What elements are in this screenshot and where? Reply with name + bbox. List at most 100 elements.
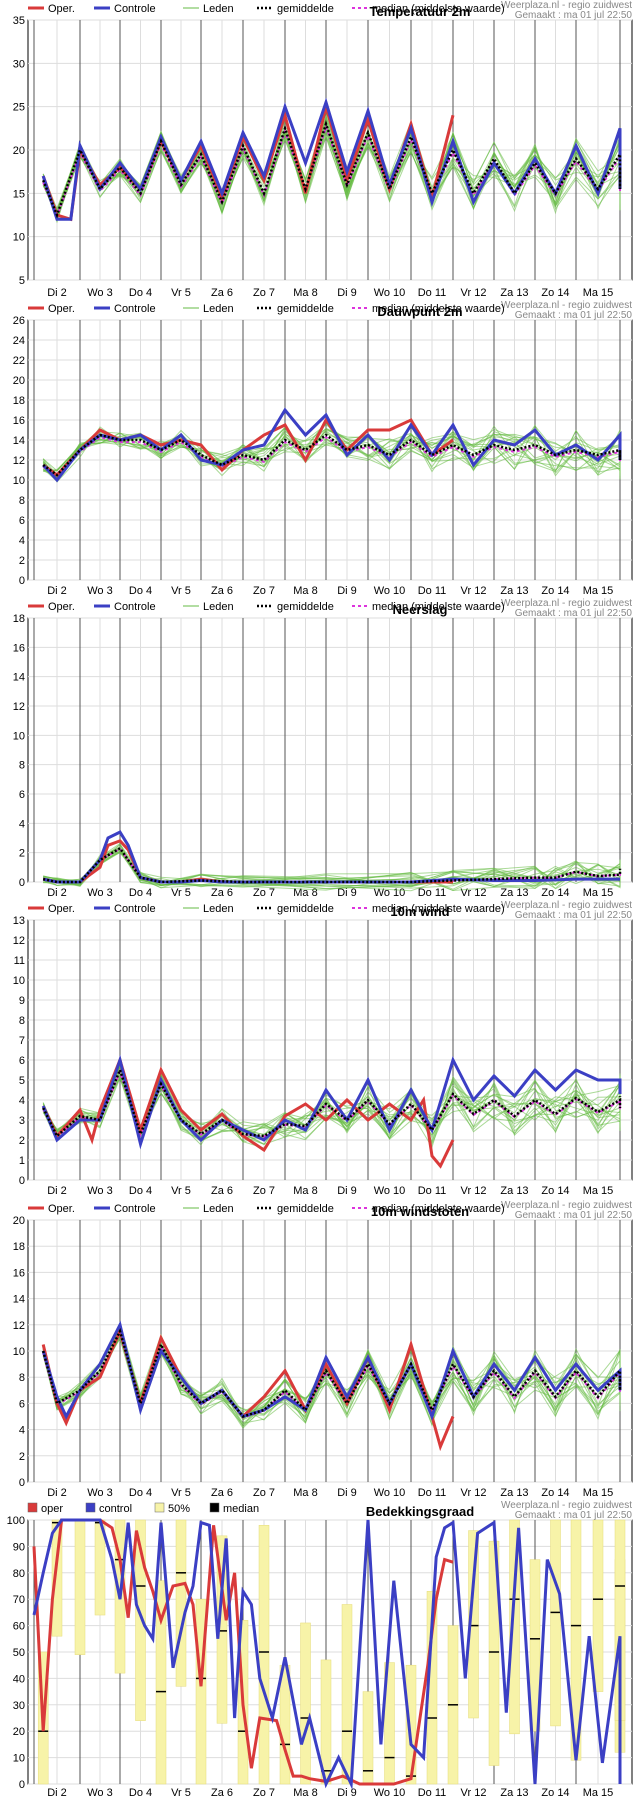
day-label: Zo 7 — [253, 287, 275, 299]
day-label: Za 6 — [211, 287, 233, 299]
legend-label-leden: Leden — [203, 303, 234, 315]
y-tick-label: 30 — [13, 1700, 25, 1712]
y-tick-label: 18 — [13, 395, 25, 407]
day-label: Di 2 — [47, 287, 67, 299]
source-label: Weerplaza.nl - regio zuidwest — [501, 900, 632, 911]
y-tick-label: 80 — [13, 1568, 25, 1580]
legend-swatch-oper — [27, 1502, 38, 1513]
y-tick-label: 8 — [19, 1015, 25, 1027]
p50-band — [592, 1519, 604, 1692]
legend-label-controle: Controle — [114, 601, 156, 613]
day-label: Do 11 — [418, 887, 447, 899]
day-label: Di 9 — [337, 887, 357, 899]
y-tick-label: 35 — [13, 15, 25, 27]
day-label: Di 2 — [47, 1487, 67, 1499]
day-label: Za 13 — [500, 1487, 528, 1499]
day-label: Za 13 — [500, 1185, 528, 1197]
p50-band — [155, 1580, 167, 1785]
day-label: Za 6 — [211, 1787, 233, 1799]
made-label: Gemaakt : ma 01 jul 22:50 — [515, 1510, 633, 1521]
chart-panel-5: 0 2 4 6 8 10 12 14 16 18 20 Di 2 Wo 3 Do 4 Vr 5 Za 6 Zo … — [13, 1200, 633, 1499]
series-line-gemiddelde — [42, 120, 622, 219]
p50-band — [405, 1664, 417, 1785]
y-tick-label: 8 — [19, 495, 25, 507]
y-tick-label: 20 — [13, 1215, 25, 1227]
y-tick-label: 100 — [7, 1515, 25, 1527]
p50-band — [135, 1519, 146, 1721]
chart-panel-6: 0 10 20 30 40 50 60 70 80 90 100 Di 2 Wo 3 Do 4 Vr 5 Za… — [7, 1500, 633, 1799]
day-label: Di 2 — [47, 1185, 67, 1197]
legend-label-control: control — [99, 1503, 132, 1515]
legend-label-controle: Controle — [114, 303, 156, 315]
day-label: Wo 3 — [87, 887, 112, 899]
legend-label-gemiddelde: gemiddelde — [277, 903, 334, 915]
day-label: Vr 5 — [171, 887, 191, 899]
day-label: Zo 14 — [541, 1185, 569, 1197]
y-tick-label: 30 — [13, 58, 25, 70]
y-tick-label: 4 — [19, 1425, 25, 1437]
day-label: Ma 8 — [293, 585, 317, 597]
y-tick-label: 5 — [19, 275, 25, 287]
day-label: Do 11 — [418, 1487, 447, 1499]
y-tick-label: 0 — [19, 1477, 25, 1489]
day-label: Di 2 — [47, 887, 67, 899]
day-label: Ma 15 — [583, 585, 614, 597]
legend-label-oper: Oper. — [48, 601, 75, 613]
day-label: Vr 12 — [461, 1787, 487, 1799]
day-label: Za 13 — [500, 887, 528, 899]
day-label: Vr 12 — [461, 287, 487, 299]
legend-label-median: median (middelste waarde) — [372, 303, 505, 315]
p50-band — [175, 1519, 187, 1687]
y-tick-label: 15 — [13, 188, 25, 200]
p50-band — [509, 1519, 520, 1735]
day-label: Vr 5 — [171, 1185, 191, 1197]
day-label: Za 6 — [211, 585, 233, 597]
p50-band — [300, 1622, 311, 1785]
day-label: Zo 7 — [253, 1185, 275, 1197]
y-tick-label: 22 — [13, 355, 25, 367]
series-line-controle — [41, 1054, 622, 1150]
day-label: Vr 12 — [461, 1185, 487, 1197]
day-label: Zo 7 — [253, 1787, 275, 1799]
y-tick-label: 10 — [13, 1753, 25, 1765]
legend-label-leden: Leden — [203, 3, 234, 15]
y-tick-label: 10 — [13, 730, 25, 742]
day-label: Zo 7 — [253, 1487, 275, 1499]
day-label: Zo 14 — [541, 585, 569, 597]
y-tick-label: 14 — [13, 1294, 25, 1306]
y-tick-label: 8 — [19, 760, 25, 772]
y-tick-label: 20 — [13, 1726, 25, 1738]
made-label: Gemaakt : ma 01 jul 22:50 — [515, 910, 633, 921]
legend-label-oper: Oper. — [48, 3, 75, 15]
y-tick-label: 14 — [13, 672, 25, 684]
day-label: Zo 7 — [253, 585, 275, 597]
day-label: Wo 3 — [87, 1787, 112, 1799]
chart-title: Bedekkingsgraad — [366, 1504, 474, 1519]
y-tick-label: 6 — [19, 1055, 25, 1067]
y-tick-label: 4 — [19, 1095, 25, 1107]
day-label: Do 11 — [418, 585, 447, 597]
day-label: Za 6 — [211, 887, 233, 899]
y-tick-label: 5 — [19, 1075, 25, 1087]
series-line-gemiddelde — [42, 433, 622, 477]
day-label: Ma 8 — [293, 1487, 317, 1499]
day-label: Ma 8 — [293, 1787, 317, 1799]
legend-label-oper: Oper. — [48, 303, 75, 315]
day-label: Do 11 — [418, 1787, 447, 1799]
day-label: Di 9 — [337, 1487, 357, 1499]
made-label: Gemaakt : ma 01 jul 22:50 — [515, 608, 633, 619]
day-label: Vr 5 — [171, 1787, 191, 1799]
y-tick-label: 26 — [13, 315, 25, 327]
day-label: Zo 7 — [253, 887, 275, 899]
made-label: Gemaakt : ma 01 jul 22:50 — [515, 310, 633, 321]
y-tick-label: 1 — [19, 1155, 25, 1167]
day-label: Ma 8 — [293, 1185, 317, 1197]
y-tick-label: 8 — [19, 1372, 25, 1384]
y-tick-label: 50 — [13, 1647, 25, 1659]
y-tick-label: 12 — [13, 701, 25, 713]
day-label: Do 11 — [418, 287, 447, 299]
day-label: Vr 5 — [171, 585, 191, 597]
source-label: Weerplaza.nl - regio zuidwest — [501, 300, 632, 311]
p50-band — [258, 1525, 270, 1785]
